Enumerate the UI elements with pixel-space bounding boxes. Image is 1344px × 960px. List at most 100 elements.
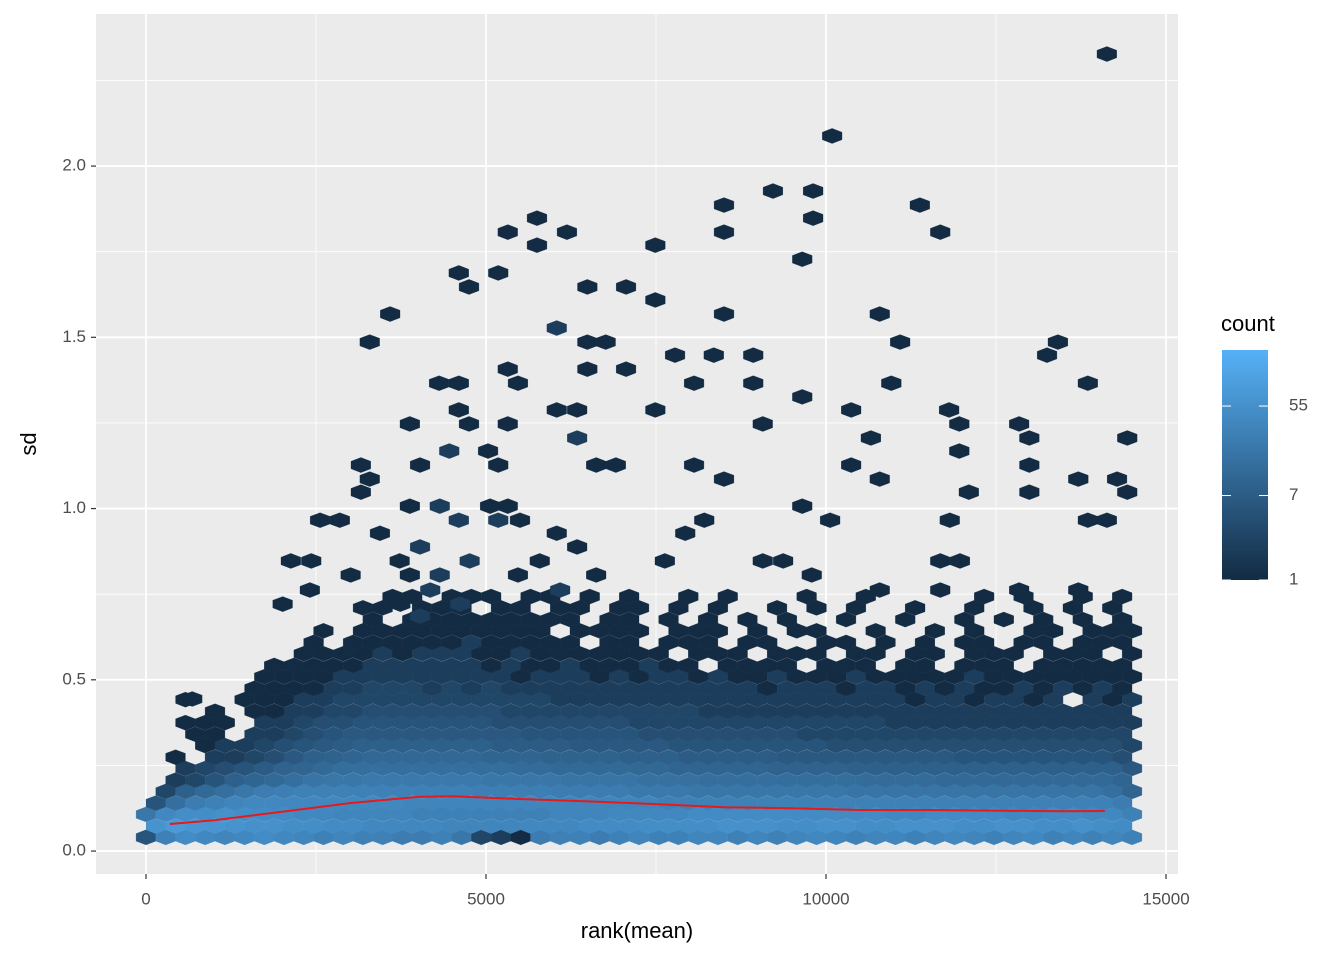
hex-bin (507, 375, 528, 391)
hex-bin (577, 361, 598, 377)
hex-bin (803, 183, 824, 199)
hex-bin (654, 553, 675, 569)
hex-bin (698, 634, 719, 651)
hex-bin (1019, 484, 1040, 500)
hex-bin (875, 634, 896, 651)
hex-bin (1019, 457, 1040, 473)
hex-bin (762, 183, 783, 199)
hex-bin (757, 634, 778, 651)
hex-bin (890, 334, 911, 350)
hex-bin (329, 512, 350, 528)
hex-bin (773, 553, 794, 569)
hex-bin (1112, 795, 1133, 811)
hex-bin (340, 567, 361, 583)
hex-bin (776, 611, 797, 628)
x-axis-title: rank(mean) (581, 918, 693, 943)
hex-bin (448, 375, 469, 391)
hex-bin (869, 471, 890, 487)
hex-bin (595, 334, 616, 350)
hex-bin (958, 484, 979, 500)
hex-bin (713, 197, 735, 213)
hex-bin (556, 224, 577, 240)
hex-bin (546, 525, 567, 541)
y-tick-label: 1.5 (62, 327, 86, 346)
hex-bin (410, 539, 431, 555)
hex-bin (459, 553, 480, 569)
hex-bin (954, 611, 975, 628)
hex-bin (448, 512, 469, 528)
legend-title: count (1221, 311, 1275, 336)
hex-bin (350, 457, 371, 473)
hex-bin (567, 402, 588, 418)
hex-bin (1096, 512, 1117, 528)
hex-bin (616, 279, 637, 295)
hex-bin (1112, 611, 1133, 628)
hex-bin (488, 457, 509, 473)
hex-bin (974, 588, 995, 605)
hex-bin (619, 611, 640, 628)
hex-bin (792, 498, 813, 514)
hex-bin (678, 588, 699, 605)
hex-bin (1112, 726, 1133, 742)
hex-bin (974, 634, 995, 651)
hex-bin (481, 588, 502, 605)
hex-bin (272, 596, 293, 612)
hex-bin (448, 265, 469, 281)
hex-bin (577, 279, 598, 295)
hex-bin (380, 306, 401, 322)
hex-bin (1112, 703, 1133, 720)
hex-bin (914, 657, 935, 674)
y-tick-label: 0.0 (62, 841, 86, 860)
hex-bin (909, 197, 930, 213)
hex-bin (803, 210, 824, 226)
hex-bin (313, 623, 334, 639)
hex-bin (579, 588, 600, 605)
hex-bin (410, 457, 431, 473)
y-axis-title: sd (16, 432, 41, 455)
hex-bin (1068, 582, 1089, 598)
hex-bin (204, 703, 226, 720)
hex-bin (616, 361, 637, 377)
hex-bin (939, 402, 960, 418)
hex-bin (895, 611, 916, 628)
hex-bin (359, 334, 380, 350)
hex-bin (743, 375, 764, 391)
hex-bin (448, 402, 469, 418)
hex-bin (717, 588, 738, 605)
hex-bin (713, 471, 735, 487)
hex-bin (559, 611, 580, 628)
hex-bin (1068, 471, 1089, 487)
hex-bin (675, 525, 696, 541)
y-tick-label: 0.5 (62, 669, 86, 688)
hex-bin (399, 567, 420, 583)
hex-bin (299, 582, 320, 598)
hex-bin (796, 588, 817, 605)
hex-bin (429, 498, 450, 514)
hex-bin (507, 567, 528, 583)
hex-bin (914, 634, 935, 651)
hex-bin (694, 512, 715, 528)
colorbar (1222, 350, 1268, 580)
hex-bin (841, 402, 862, 418)
hex-bin (303, 634, 324, 651)
hex-bin (713, 224, 735, 240)
hex-bin (450, 596, 471, 612)
hex-bin (645, 237, 666, 253)
hex-bin (678, 657, 699, 674)
hex-bin (567, 539, 588, 555)
hex-bin (165, 749, 186, 765)
hex-bin (526, 237, 548, 253)
hex-bin (390, 596, 411, 612)
hex-bin (1112, 588, 1133, 605)
hex-bin (546, 320, 567, 336)
hex-bin (645, 292, 666, 308)
hex-bin (488, 512, 509, 528)
hex-bin (586, 567, 607, 583)
hex-bin (855, 657, 876, 674)
hex-bin (869, 582, 890, 598)
hex-bin (559, 634, 580, 651)
hex-bin (480, 498, 501, 514)
hex-bin (1117, 484, 1138, 500)
hex-bin (420, 582, 441, 598)
